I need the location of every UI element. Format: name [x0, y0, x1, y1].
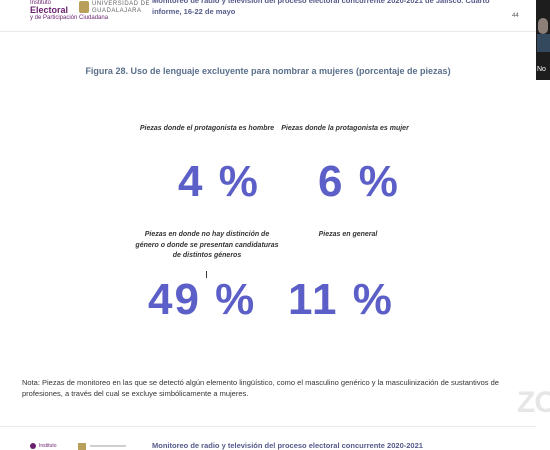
participant-video-tile[interactable]: No [536, 0, 550, 80]
logo-a-line2: Electoral [30, 5, 69, 15]
udg-crest-icon [79, 1, 89, 13]
page-number: 44 [512, 13, 519, 19]
participant-head-icon [538, 18, 548, 34]
footer-iepc-logo-icon [30, 443, 36, 449]
figure-title: Figura 28. Uso de lenguaje excluyente pa… [85, 66, 451, 76]
stat-value-men: 4 % [178, 157, 260, 206]
presentation-slide: Instituto Electoral y de Participación C… [0, 0, 536, 450]
stat-value-women: 6 % [318, 157, 400, 206]
footnote: Nota: Piezas de monitoreo en las que se … [22, 378, 499, 398]
footer-title: Monitoreo de radio y televisión del proc… [152, 441, 423, 450]
iepc-logo: Instituto Electoral y de Participación C… [30, 0, 108, 21]
stat-value-no-gender: 49 % [148, 275, 257, 324]
header-divider [0, 31, 536, 32]
stat-caption-women: Piezas donde la protagonista es mujer [281, 125, 409, 132]
slide-header: Instituto Electoral y de Participación C… [0, 0, 536, 30]
udg-logo-line1: UNIVERSIDAD DE [92, 1, 151, 7]
stat-value-general: 11 % [288, 275, 394, 324]
stat-caption-no-gender: Piezas en donde no hay distinción de gén… [135, 231, 279, 259]
zoom-watermark: ZO [517, 386, 550, 419]
logo-a-line1: Instituto [30, 0, 52, 6]
udg-logo-line2: GUADALAJARA [92, 7, 142, 14]
footer-udg-crest-icon [78, 443, 86, 450]
report-title: Monitoreo de radio y televisión del proc… [152, 0, 490, 16]
footer-logo-text: Instituto [39, 443, 57, 449]
udg-logo-text: UNIVERSIDAD DE GUADALAJARA [92, 1, 150, 14]
text-cursor-icon: I [205, 270, 208, 281]
participant-body-icon [537, 34, 550, 52]
participant-name: No [537, 66, 546, 73]
footer-udg-wordmark [90, 445, 126, 447]
logo-a-line3: y de Participación Ciudadana [30, 15, 109, 21]
footer-divider [0, 426, 536, 427]
stat-caption-general: Piezas en general [318, 231, 378, 238]
stat-caption-men: Piezas donde el protagonista es hombre [139, 125, 275, 132]
